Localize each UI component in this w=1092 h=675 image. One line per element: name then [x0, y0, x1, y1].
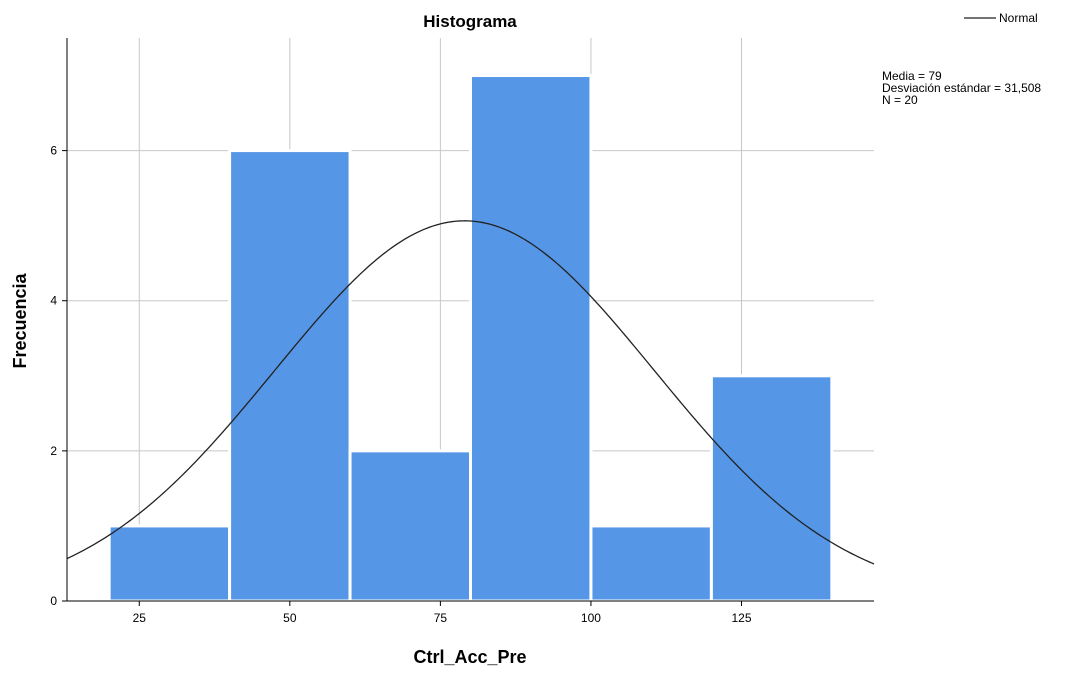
y-axis-label: Frecuencia	[10, 272, 30, 368]
y-tick-label: 0	[50, 594, 57, 608]
histogram-bar	[348, 449, 473, 603]
x-tick-label: 75	[434, 611, 448, 625]
stats-box: Media = 79 Desviación estándar = 31,508 …	[882, 69, 1041, 107]
histogram-bar	[228, 149, 352, 603]
chart-title: Histograma	[423, 12, 517, 31]
y-tick-label: 4	[50, 294, 57, 308]
axes	[66, 38, 874, 602]
y-tick-label: 2	[50, 444, 57, 458]
x-tick-label: 50	[283, 611, 297, 625]
normal-curve	[66, 220, 875, 565]
x-tick-label: 125	[731, 611, 751, 625]
legend-normal-label: Normal	[999, 11, 1038, 25]
y-tick-label: 6	[50, 144, 57, 158]
x-ticks: 25 50 75 100 125	[133, 601, 752, 625]
bars	[107, 74, 834, 603]
histogram-bar	[469, 74, 593, 603]
histogram-bar	[589, 524, 713, 603]
y-ticks: 0 2 4 6	[50, 144, 67, 608]
stat-std-dev: Desviación estándar = 31,508	[882, 81, 1041, 95]
histogram-bar	[107, 524, 232, 603]
histogram-bar	[709, 374, 834, 603]
legend: Normal	[964, 11, 1038, 25]
x-tick-label: 100	[581, 611, 601, 625]
x-tick-label: 25	[133, 611, 147, 625]
stat-n: N = 20	[882, 93, 918, 107]
x-axis-label: Ctrl_Acc_Pre	[413, 647, 526, 667]
stat-mean: Media = 79	[882, 69, 942, 83]
